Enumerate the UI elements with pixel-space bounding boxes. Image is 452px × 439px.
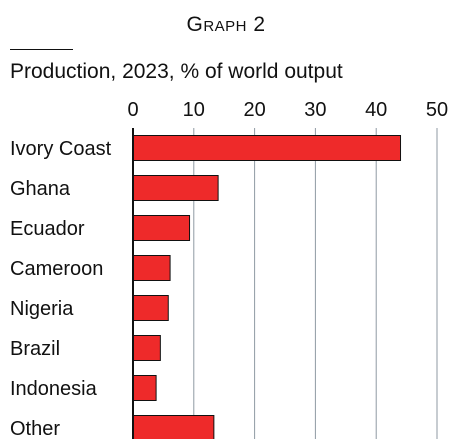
category-label: Indonesia	[10, 378, 98, 400]
x-tick-labels: 0 10 20 30 40 50	[127, 99, 448, 121]
category-label: Ecuador	[10, 218, 85, 240]
figure-heading: Graph 2	[186, 13, 266, 36]
bars	[132, 135, 402, 439]
bar-cameroon	[132, 255, 171, 281]
category-label: Ivory Coast	[10, 138, 112, 160]
gridlines	[193, 128, 438, 439]
x-tick-label: 50	[426, 99, 448, 121]
bar-ivory-coast	[132, 135, 402, 161]
bar-brazil	[132, 335, 161, 361]
x-tick-label: 20	[243, 99, 265, 121]
x-tick-label: 40	[365, 99, 387, 121]
bar-ecuador	[132, 215, 191, 241]
x-tick-label: 0	[127, 99, 138, 121]
category-labels: Ivory Coast Ghana Ecuador Cameroon Nigeria Br…	[10, 138, 112, 439]
bar-nigeria	[132, 295, 169, 321]
category-label: Ghana	[10, 178, 71, 200]
bar-ghana	[132, 175, 219, 201]
category-label: Brazil	[10, 338, 60, 360]
category-label: Cameroon	[10, 258, 103, 280]
bar-indonesia	[132, 375, 157, 401]
bar-other	[132, 415, 215, 439]
x-tick-label: 10	[183, 99, 205, 121]
chart-title: Production, 2023, % of world output	[10, 60, 343, 83]
x-tick-label: 30	[304, 99, 326, 121]
heading-rule	[10, 49, 73, 50]
category-label: Nigeria	[10, 298, 74, 320]
category-label: Other	[10, 418, 60, 439]
